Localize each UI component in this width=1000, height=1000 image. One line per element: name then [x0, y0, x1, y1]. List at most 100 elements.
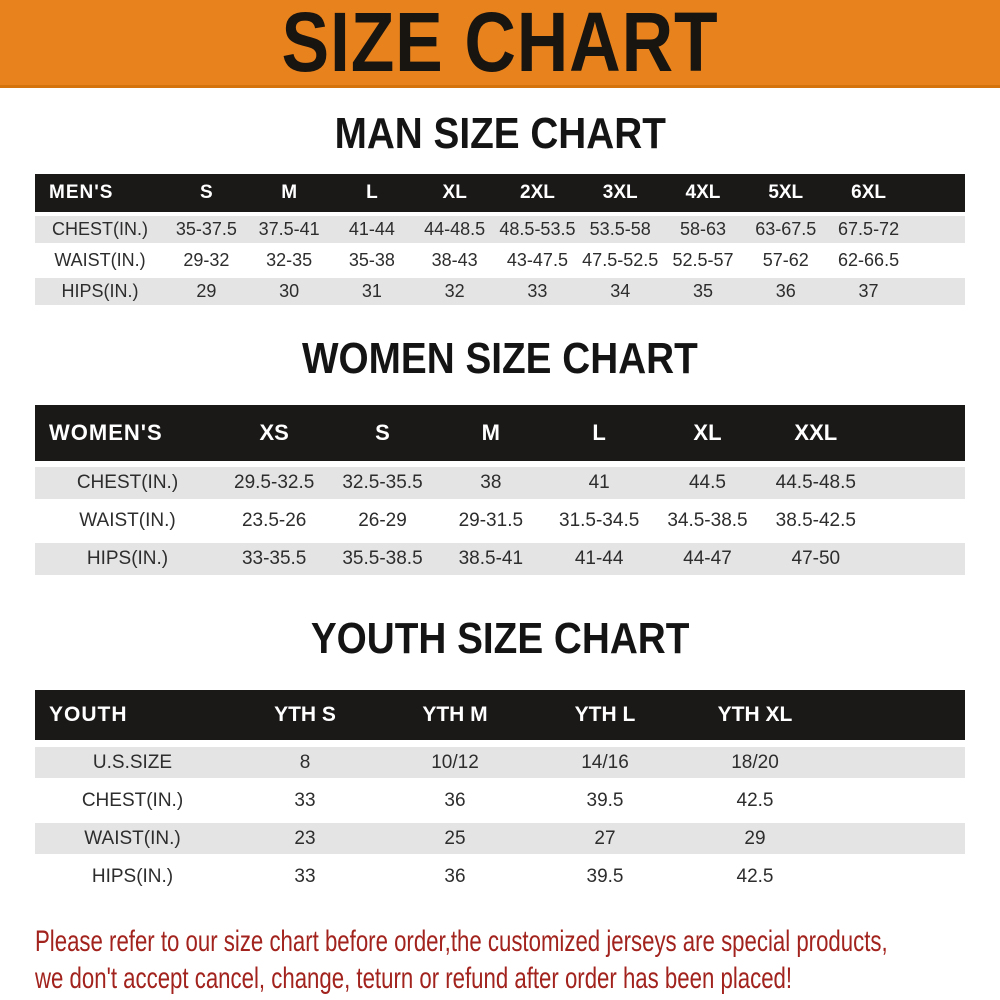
- table-row: WAIST(IN.) 29-32 32-35 35-38 38-43 43-47…: [35, 247, 965, 274]
- youth-size-table: YOUTH YTH S YTH M YTH L YTH XL U.S.SIZE …: [35, 683, 965, 899]
- size-cell: 35.5-38.5: [328, 543, 437, 575]
- spacer-cell: [830, 785, 965, 816]
- size-cell: 27: [530, 823, 680, 854]
- women-section-title: WOMEN SIZE CHART: [0, 337, 1000, 381]
- column-header: L: [544, 405, 654, 461]
- row-label: CHEST(IN.): [35, 785, 230, 816]
- size-cell: 44-47: [653, 543, 762, 575]
- size-cell: 33-35.5: [220, 543, 329, 575]
- size-cell: 33: [496, 278, 579, 305]
- size-cell: 33: [230, 785, 380, 816]
- man-section-title-text: MAN SIZE CHART: [334, 109, 666, 158]
- womens-size-table: WOMEN'S XS S M L XL XXL CHEST(IN.) 29.5-…: [35, 399, 965, 581]
- size-cell: 38.5-42.5: [761, 505, 870, 537]
- row-label: WAIST(IN.): [35, 505, 220, 537]
- size-cell: 53.5-58: [578, 216, 662, 243]
- column-header: XXL: [761, 405, 870, 461]
- section-youth: YOUTH SIZE CHART YOUTH YTH S YTH M YTH L…: [0, 617, 1000, 899]
- womens-header-row: WOMEN'S XS S M L XL XXL: [35, 405, 965, 461]
- size-cell: 10/12: [380, 747, 530, 778]
- row-label: WAIST(IN.): [35, 823, 230, 854]
- size-cell: 47.5-52.5: [578, 247, 662, 274]
- size-cell: 36: [380, 861, 530, 892]
- size-cell: 29-31.5: [436, 505, 545, 537]
- column-header: M: [247, 174, 331, 212]
- spacer-cell: [830, 747, 965, 778]
- size-cell: 33: [230, 861, 380, 892]
- size-cell: 35-37.5: [165, 216, 248, 243]
- size-cell: 26-29: [328, 505, 437, 537]
- banner-title: SIZE CHART: [281, 0, 719, 88]
- size-cell: 39.5: [530, 785, 680, 816]
- size-cell: 35: [661, 278, 745, 305]
- size-cell: 41-44: [330, 216, 414, 243]
- column-header: L: [330, 174, 414, 212]
- mens-size-table: MEN'S S M L XL 2XL 3XL 4XL 5XL 6XL CHEST…: [35, 170, 965, 309]
- size-cell: 31.5-34.5: [544, 505, 654, 537]
- spacer-cell: [830, 861, 965, 892]
- size-cell: 25: [380, 823, 530, 854]
- size-cell: 34: [578, 278, 662, 305]
- spacer-cell: [870, 543, 965, 575]
- table-row: WAIST(IN.) 23.5-26 26-29 29-31.5 31.5-34…: [35, 505, 965, 537]
- size-cell: 67.5-72: [827, 216, 910, 243]
- size-cell: 39.5: [530, 861, 680, 892]
- table-row: HIPS(IN.) 33-35.5 35.5-38.5 38.5-41 41-4…: [35, 543, 965, 575]
- youth-header-row: YOUTH YTH S YTH M YTH L YTH XL: [35, 690, 965, 740]
- size-cell: 34.5-38.5: [653, 505, 762, 537]
- size-cell: 14/16: [530, 747, 680, 778]
- row-label: U.S.SIZE: [35, 747, 230, 778]
- column-header: YTH L: [530, 690, 680, 740]
- size-cell: 58-63: [661, 216, 745, 243]
- size-cell: 57-62: [744, 247, 828, 274]
- footer-note: Please refer to our size chart before or…: [35, 923, 1000, 997]
- section-women: WOMEN SIZE CHART WOMEN'S XS S M L XL XXL…: [0, 337, 1000, 581]
- youth-header-label: YOUTH: [35, 690, 230, 740]
- size-cell: 35-38: [330, 247, 414, 274]
- footer-line-1: Please refer to our size chart before or…: [35, 925, 888, 958]
- column-header: 3XL: [578, 174, 662, 212]
- size-cell: 38: [436, 467, 545, 499]
- banner: SIZE CHART: [0, 0, 1000, 88]
- size-cell: 44.5: [653, 467, 762, 499]
- size-cell: 23: [230, 823, 380, 854]
- size-cell: 63-67.5: [744, 216, 828, 243]
- row-label: HIPS(IN.): [35, 543, 220, 575]
- table-row: CHEST(IN.) 33 36 39.5 42.5: [35, 785, 965, 816]
- size-cell: 18/20: [680, 747, 830, 778]
- women-section-title-text: WOMEN SIZE CHART: [302, 334, 698, 383]
- column-header: YTH XL: [680, 690, 830, 740]
- row-label: CHEST(IN.): [35, 216, 165, 243]
- size-cell: 36: [380, 785, 530, 816]
- mens-header-label: MEN'S: [35, 174, 165, 212]
- size-cell: 32: [413, 278, 497, 305]
- column-header: XL: [413, 174, 497, 212]
- size-cell: 42.5: [680, 785, 830, 816]
- footer-line-2: we don't accept cancel, change, teturn o…: [35, 962, 793, 995]
- size-cell: 23.5-26: [220, 505, 329, 537]
- size-cell: 8: [230, 747, 380, 778]
- man-section-title: MAN SIZE CHART: [0, 112, 1000, 156]
- size-cell: 62-66.5: [827, 247, 910, 274]
- size-cell: 41-44: [544, 543, 654, 575]
- size-cell: 29: [165, 278, 248, 305]
- size-cell: 48.5-53.5: [496, 216, 579, 243]
- womens-header-label: WOMEN'S: [35, 405, 220, 461]
- size-cell: 38-43: [413, 247, 497, 274]
- youth-section-title-text: YOUTH SIZE CHART: [310, 614, 690, 663]
- row-label: HIPS(IN.): [35, 861, 230, 892]
- spacer-cell: [870, 405, 965, 461]
- spacer-cell: [910, 174, 965, 212]
- youth-section-title: YOUTH SIZE CHART: [0, 617, 1000, 661]
- size-cell: 47-50: [761, 543, 870, 575]
- spacer-cell: [830, 823, 965, 854]
- spacer-cell: [870, 467, 965, 499]
- size-cell: 37: [827, 278, 910, 305]
- column-header: S: [165, 174, 248, 212]
- mens-header-row: MEN'S S M L XL 2XL 3XL 4XL 5XL 6XL: [35, 174, 965, 212]
- column-header: 2XL: [496, 174, 579, 212]
- column-header: 5XL: [744, 174, 828, 212]
- table-row: CHEST(IN.) 35-37.5 37.5-41 41-44 44-48.5…: [35, 216, 965, 243]
- spacer-cell: [870, 505, 965, 537]
- size-cell: 43-47.5: [496, 247, 579, 274]
